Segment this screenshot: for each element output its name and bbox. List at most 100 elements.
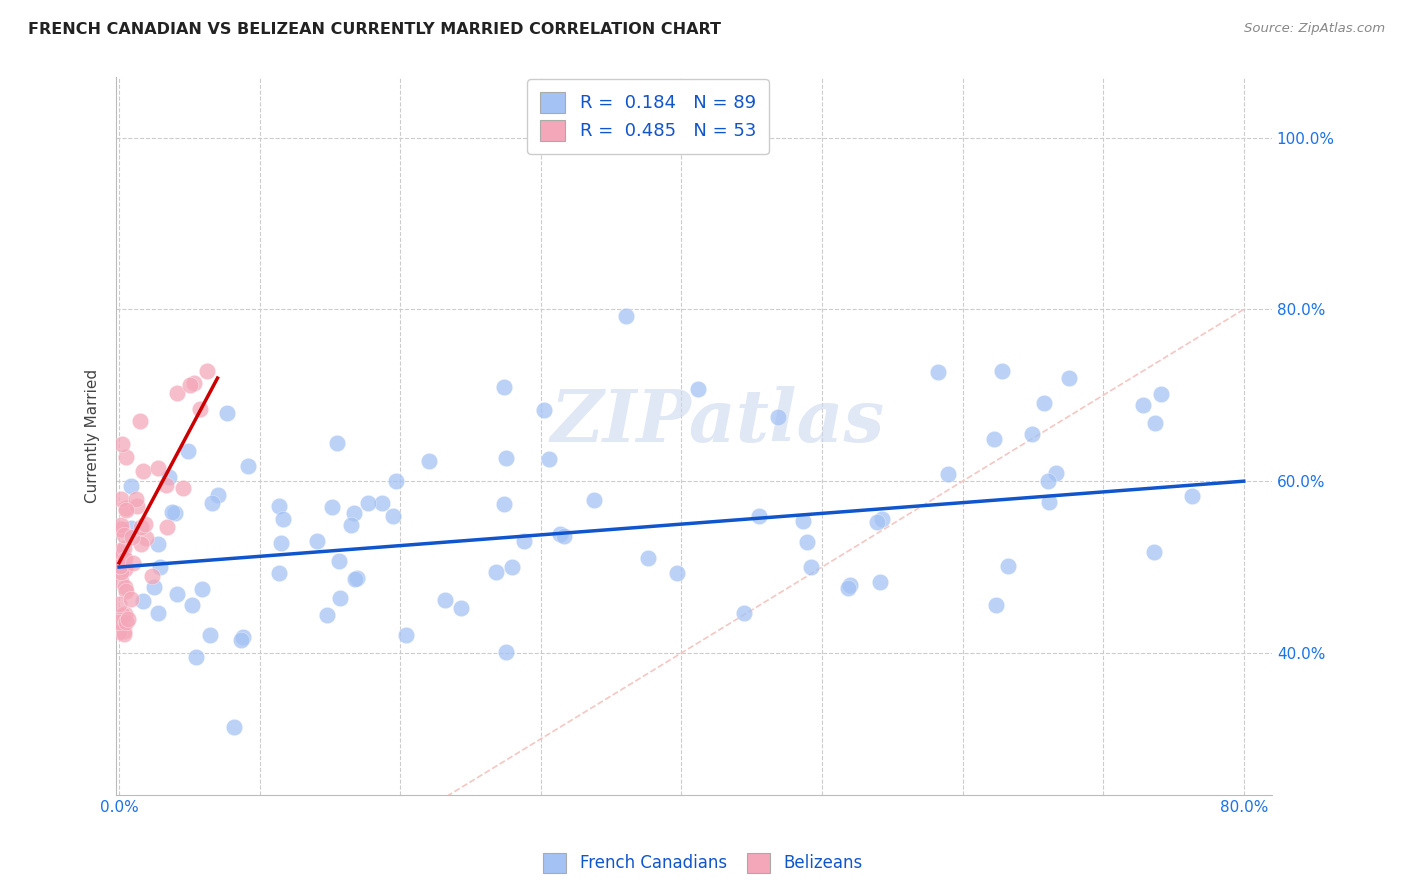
Point <box>108 556 131 570</box>
Point <box>108 625 131 640</box>
Point <box>110 522 132 536</box>
Point <box>548 526 571 541</box>
Point <box>179 378 201 392</box>
Point <box>142 580 165 594</box>
Point <box>207 488 229 502</box>
Point <box>232 630 254 644</box>
Point <box>183 376 205 391</box>
Point <box>792 514 814 528</box>
Point <box>110 547 132 561</box>
Point <box>838 578 860 592</box>
Point <box>114 562 136 576</box>
Point <box>132 593 155 607</box>
Point <box>450 600 472 615</box>
Point <box>108 615 131 630</box>
Point <box>200 628 222 642</box>
Point <box>146 537 169 551</box>
Point <box>983 432 1005 446</box>
Point <box>129 520 152 534</box>
Point <box>141 569 163 583</box>
Point <box>114 584 136 599</box>
Point <box>495 645 517 659</box>
Point <box>869 574 891 589</box>
Point <box>112 541 135 555</box>
Point <box>184 649 207 664</box>
Point <box>418 454 440 468</box>
Point <box>165 506 187 520</box>
Point <box>1132 398 1154 412</box>
Point <box>108 558 131 573</box>
Point <box>172 481 194 495</box>
Point <box>986 598 1008 612</box>
Point <box>492 379 515 393</box>
Point <box>866 516 889 530</box>
Point <box>343 572 366 586</box>
Point <box>146 606 169 620</box>
Point <box>135 531 157 545</box>
Point <box>188 402 211 417</box>
Point <box>1143 545 1166 559</box>
Point <box>112 627 135 641</box>
Point <box>614 309 637 323</box>
Point <box>110 566 132 580</box>
Point <box>1032 396 1054 410</box>
Point <box>991 364 1014 378</box>
Text: Source: ZipAtlas.com: Source: ZipAtlas.com <box>1244 22 1385 36</box>
Y-axis label: Currently Married: Currently Married <box>86 369 100 503</box>
Point <box>229 632 252 647</box>
Point <box>156 520 179 534</box>
Point <box>371 495 394 509</box>
Point <box>238 459 260 474</box>
Point <box>110 491 132 506</box>
Point <box>111 522 134 536</box>
Point <box>326 435 349 450</box>
Point <box>270 535 292 549</box>
Point <box>155 478 177 492</box>
Point <box>385 474 408 488</box>
Point <box>927 365 949 379</box>
Point <box>166 385 188 400</box>
Point <box>315 607 337 622</box>
Point <box>114 551 136 566</box>
Point <box>357 496 380 510</box>
Point <box>195 364 218 378</box>
Point <box>305 534 328 549</box>
Point <box>1150 387 1173 401</box>
Point <box>177 444 200 458</box>
Point <box>110 517 132 532</box>
Point <box>110 558 132 573</box>
Point <box>766 410 789 425</box>
Point <box>494 497 516 511</box>
Point <box>434 593 457 607</box>
Point <box>114 615 136 629</box>
Point <box>117 612 139 626</box>
Point <box>1181 489 1204 503</box>
Point <box>533 403 555 417</box>
Point <box>114 607 136 621</box>
Point <box>132 464 155 478</box>
Point <box>936 467 959 481</box>
Point <box>112 607 135 622</box>
Point <box>111 436 134 450</box>
Point <box>215 405 238 419</box>
Point <box>1057 371 1080 385</box>
Point <box>340 517 363 532</box>
Point <box>837 581 859 595</box>
Point <box>121 530 143 544</box>
Point <box>129 537 152 551</box>
Point <box>267 566 290 580</box>
Point <box>108 543 131 558</box>
Point <box>110 574 132 588</box>
Point <box>501 559 523 574</box>
Point <box>149 560 172 574</box>
Point <box>537 451 560 466</box>
Point <box>1036 474 1059 488</box>
Point <box>112 624 135 638</box>
Point <box>329 591 352 606</box>
Point <box>114 559 136 574</box>
Point <box>222 720 245 734</box>
Point <box>271 512 294 526</box>
Point <box>122 556 145 570</box>
Point <box>1143 416 1166 430</box>
Point <box>108 597 131 611</box>
